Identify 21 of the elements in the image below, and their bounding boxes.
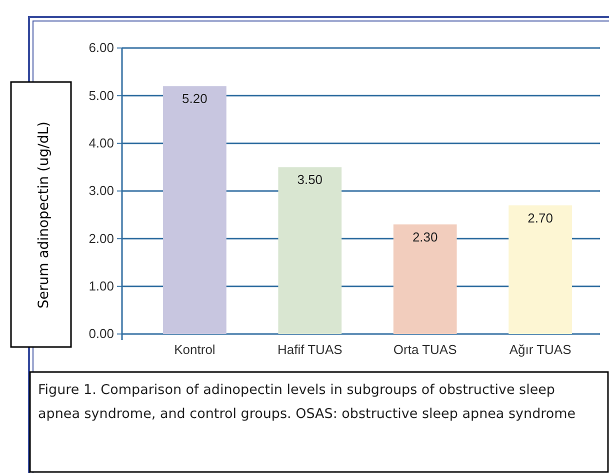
data-label: 5.20 <box>182 91 208 106</box>
data-label: 2.30 <box>412 229 438 244</box>
y-tick-label: 0.00 <box>88 326 114 342</box>
y-tick-label: 2.00 <box>88 230 114 246</box>
bar <box>508 205 572 334</box>
data-label: 3.50 <box>297 172 323 188</box>
bar <box>393 224 457 334</box>
x-tick-label: Kontrol <box>174 342 216 357</box>
x-tick-label: Hafif TUAS <box>278 342 343 357</box>
bar <box>163 86 226 334</box>
data-label: 2.70 <box>528 210 553 226</box>
y-tick-label: 6.00 <box>88 40 114 56</box>
y-tick-label: 3.00 <box>88 183 114 198</box>
y-tick-label: 5.00 <box>88 88 114 103</box>
x-tick-label: Ağır TUAS <box>509 342 572 357</box>
bar <box>278 167 342 334</box>
y-axis-title: Serum adinopectin (ug/dL) <box>36 122 52 308</box>
y-tick-label: 1.00 <box>88 278 114 294</box>
y-tick-label: 4.00 <box>88 135 114 150</box>
caption: Figure 1. Comparison of adinopectin levels in subgroups of obstructive sleep apnea syndrome, and control groups. OSAS: obstructive sleep apnea syndrome <box>38 381 577 424</box>
x-tick-label: Orta TUAS <box>393 342 458 357</box>
